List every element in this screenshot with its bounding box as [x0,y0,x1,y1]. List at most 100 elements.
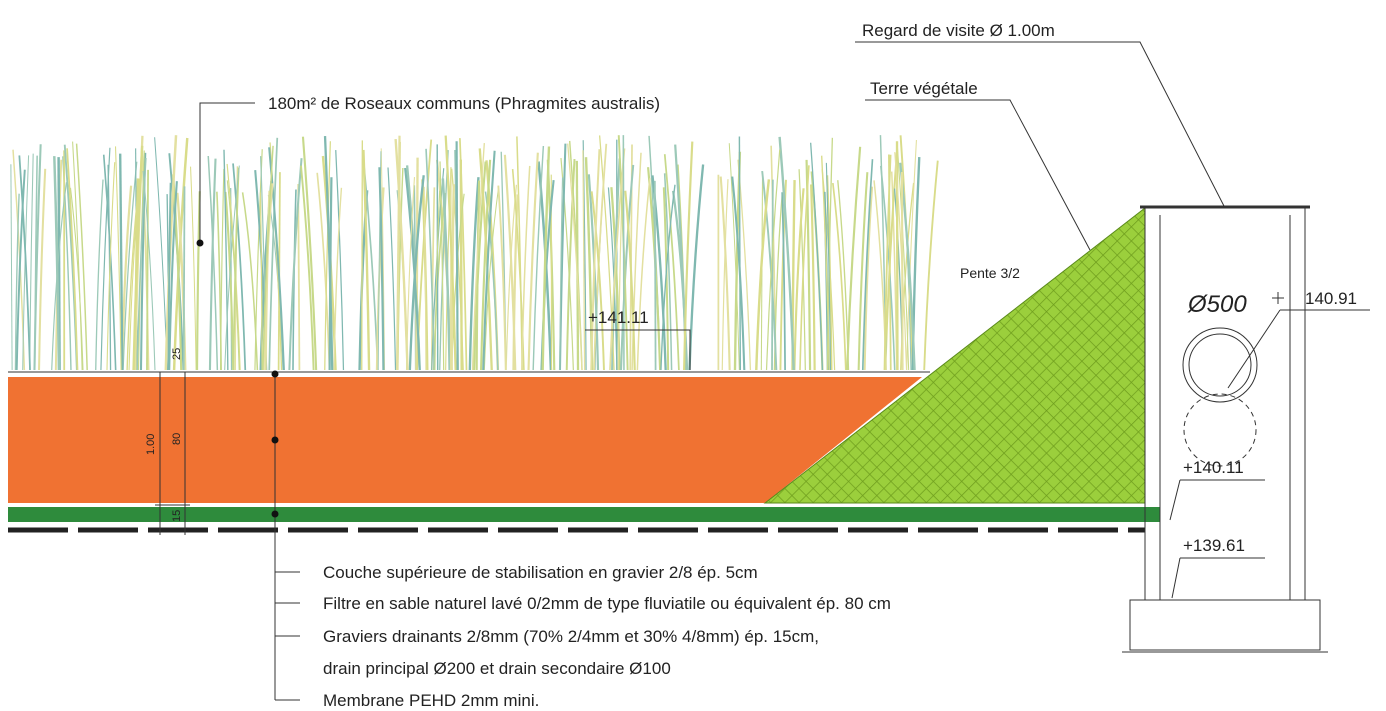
reed [567,143,583,371]
drain-gravel [8,507,1160,522]
reed [607,187,618,371]
reed [622,135,625,371]
reed [119,153,124,371]
reed [208,158,217,371]
reed [593,143,608,371]
reed [719,176,731,371]
dimension-label: 1.00 [145,434,157,455]
reed [95,179,104,371]
reed [810,142,824,371]
reed [799,165,810,371]
reed [75,143,88,371]
leader [865,99,1091,251]
reed [771,179,774,371]
dimension-line [155,371,190,535]
reed [825,162,832,371]
reed [778,136,795,371]
pipe-inlet [1183,393,1257,467]
dimension-label: 25 [171,348,183,360]
reed [837,180,850,371]
reed [216,191,222,371]
reed [761,170,778,371]
reed [755,179,771,371]
reed [721,179,729,371]
reed [12,149,26,371]
leader [855,41,1226,209]
reed [728,143,740,371]
level-label: +139.61 [1183,536,1245,555]
reed [598,135,615,371]
reed [387,167,397,371]
reed [863,186,874,371]
reed [900,172,904,371]
reed [425,148,436,371]
reed [72,141,83,371]
reed [34,155,38,371]
reed [122,161,138,371]
reed [395,135,401,371]
reed [441,178,451,371]
leader [1171,557,1265,599]
leader [1227,309,1370,389]
reed [106,162,116,371]
reed [541,146,551,371]
reed [232,163,247,371]
reed [560,158,574,371]
reed [207,155,219,371]
reed [512,194,519,371]
reed [154,137,168,371]
reed [335,150,345,371]
slope-label: Pente 3/2 [960,265,1020,281]
reed [333,187,343,371]
reed-bed [10,135,939,371]
reed [663,173,673,371]
reed [896,145,910,371]
sand-filter [8,377,922,503]
reed [18,155,31,371]
topsoil-label: Terre végétale [870,79,978,98]
reed [146,169,149,371]
pipe-outlet [1188,333,1252,397]
reed [483,189,499,371]
reed [444,135,457,371]
reed [631,152,642,371]
reed [688,164,705,371]
reed [29,153,34,371]
reed [195,191,201,371]
reed [404,167,421,371]
reed [167,182,172,371]
callout-tick [275,571,300,701]
reed [226,180,240,371]
reed [620,164,635,371]
reed [590,149,601,371]
reed [142,170,156,371]
reed [527,152,539,371]
reed [378,167,385,371]
layer-label: Membrane PEHD 2mm mini. [323,691,539,710]
reed [582,150,586,371]
reed [636,178,651,371]
reed [182,186,186,371]
reed [114,146,122,371]
pipe-outlet [1182,327,1258,403]
level-cross [1272,292,1284,304]
reed [439,150,449,371]
reed [475,180,481,371]
reed [765,149,781,371]
reed [132,145,144,371]
pipe-label: Ø500 [1187,291,1247,318]
reed [268,137,279,371]
reed [66,148,79,371]
reeds-label: 180m² de Roseaux communs (Phragmites aus… [268,94,660,113]
reed [793,188,805,371]
callout-dot [271,370,279,378]
reed [69,187,84,371]
reed [683,141,694,371]
reed [394,138,409,371]
reed [172,174,183,371]
reed [190,166,197,371]
reed [300,165,315,371]
reed [361,140,364,371]
level-label: 140.91 [1305,289,1357,308]
reed [423,186,427,371]
